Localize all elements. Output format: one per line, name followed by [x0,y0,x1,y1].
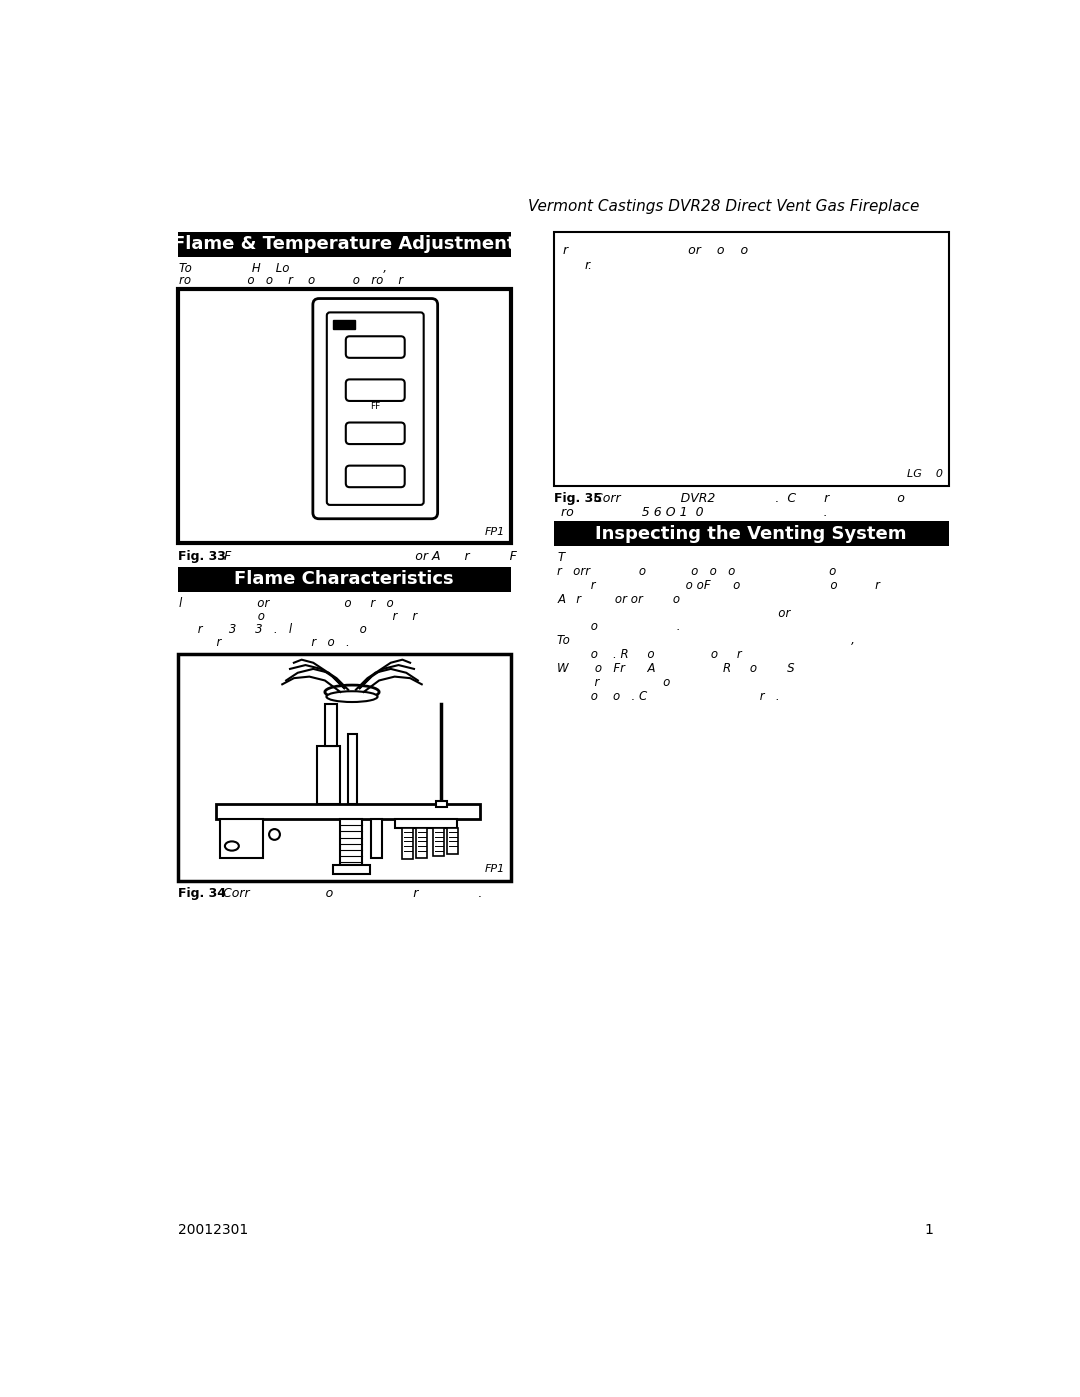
Bar [348,735,357,803]
Text: o                                  r    r: o r r [179,609,418,623]
Bar [177,567,511,592]
Bar [433,828,444,856]
FancyBboxPatch shape [327,313,423,504]
Bar [372,819,382,858]
FancyBboxPatch shape [346,465,405,488]
Text: 1: 1 [924,1222,933,1236]
Text: To                H    Lo                         ,: To H Lo , [179,261,387,275]
Ellipse shape [326,692,378,703]
Ellipse shape [225,841,239,851]
Text: o    o   . C                              r   .: o o . C r . [557,690,780,703]
Text: To                                                                           ,: To , [557,634,855,647]
Text: FP1: FP1 [485,865,504,875]
Bar [220,819,262,858]
Bar [394,819,457,828]
Ellipse shape [269,828,280,840]
Ellipse shape [325,685,379,698]
Text: T: T [557,550,565,564]
Text: Flame Characteristics: Flame Characteristics [234,570,454,588]
Text: ro               o   o    r    o          o   ro    r: ro o o r o o ro r [179,274,404,286]
FancyBboxPatch shape [346,422,405,444]
Bar [333,320,354,330]
Bar [554,521,948,546]
Text: 20012301: 20012301 [177,1222,248,1236]
Text: FF: FF [370,402,380,411]
Text: F                                              or A      r          F: F or A r F [225,549,517,563]
Text: r   orr             o            o   o   o                         o: r orr o o o o o [557,564,837,578]
Text: Flame & Temperature Adjustment: Flame & Temperature Adjustment [173,235,515,253]
Text: r                        o oF      o                        o          r: r o oF o o r [557,578,880,592]
Bar [340,819,362,865]
Bar [177,654,511,880]
Text: r                              or    o    o: r or o o [563,244,748,257]
Text: Inspecting the Venting System: Inspecting the Venting System [595,525,907,543]
FancyBboxPatch shape [346,337,405,358]
Bar [447,828,458,855]
Text: or: or [557,606,791,619]
Text: Fig. 35: Fig. 35 [554,492,602,504]
Text: l                    or                    o     r   o: l or o r o [179,597,394,609]
Bar [177,232,511,257]
Text: Corr                   o                    r               .: Corr o r . [222,887,482,900]
Text: W       o   Fr      A                  R     o        S: W o Fr A R o S [557,662,795,675]
Bar [177,289,511,543]
Text: Fig. 34: Fig. 34 [177,887,226,900]
Text: Fig. 33: Fig. 33 [177,549,226,563]
Text: Vermont Castings DVR28 Direct Vent Gas Fireplace: Vermont Castings DVR28 Direct Vent Gas F… [528,198,920,214]
Text: o                     .: o . [557,620,680,633]
Text: r       3     3   .   l                  o: r 3 3 . l o [179,623,367,636]
Bar [318,746,340,803]
Bar [436,800,447,806]
Bar [403,828,414,859]
Bar [216,803,480,819]
Text: Corr               DVR2               .  C       r                 o: Corr DVR2 . C r o [594,492,905,504]
FancyBboxPatch shape [346,380,405,401]
Text: o    . R     o               o     r: o . R o o r [557,648,742,661]
Bar [333,865,369,875]
Bar [416,828,428,858]
Text: A   r         or or        o: A r or or o [557,592,680,606]
Text: ro                 5 6 O 1  0                              .: ro 5 6 O 1 0 . [562,506,828,518]
Bar [325,704,337,746]
FancyBboxPatch shape [313,299,437,518]
Text: r                 o: r o [557,676,671,689]
Bar [554,232,948,486]
Text: r.: r. [584,260,593,272]
Text: LG    0: LG 0 [906,469,943,479]
Text: FP1: FP1 [485,527,504,538]
Text: r                        r   o   .: r r o . [179,636,350,648]
